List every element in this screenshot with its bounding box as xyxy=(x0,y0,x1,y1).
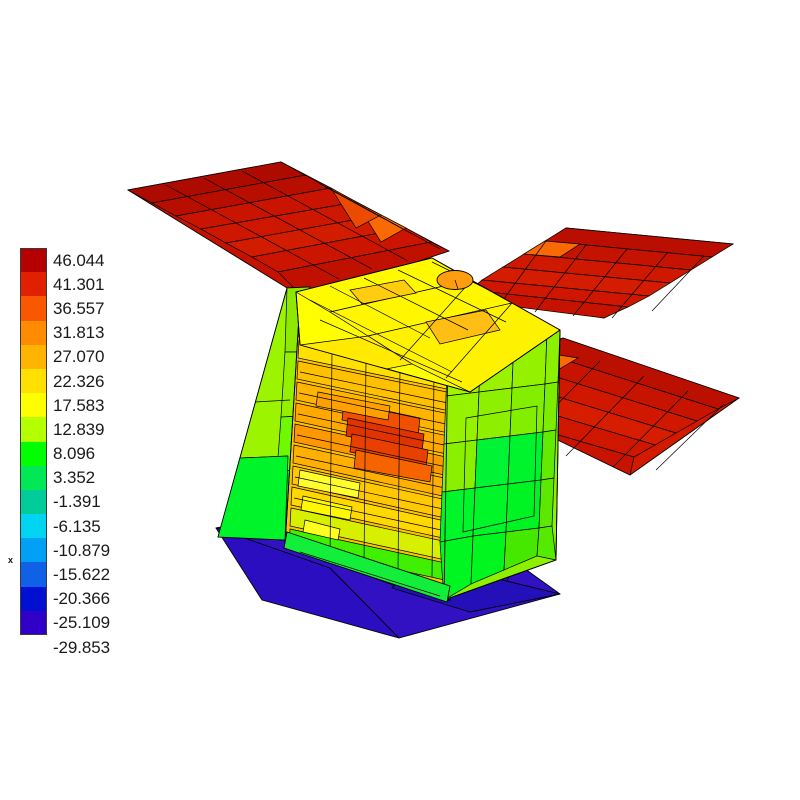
legend-swatch xyxy=(20,610,47,635)
legend-label: -6.135 xyxy=(53,516,101,536)
legend-label: 41.301 xyxy=(53,274,105,294)
legend-row: 36.557 xyxy=(20,296,132,321)
legend-row: 17.583 xyxy=(20,393,132,418)
side-panel-right xyxy=(439,329,561,601)
legend-label: -10.879 xyxy=(53,540,110,560)
legend-label: -1.391 xyxy=(53,492,101,512)
legend-swatch xyxy=(20,538,47,563)
legend-label: -29.853 xyxy=(53,637,110,657)
legend-swatch xyxy=(20,248,47,273)
legend-label: -20.366 xyxy=(53,589,110,609)
body-bottom-lip xyxy=(283,531,451,603)
legend-row: -10.879 xyxy=(20,538,132,563)
legend-swatch xyxy=(20,586,47,611)
legend-row: 3.352 xyxy=(20,465,132,490)
legend-row: -25.109 xyxy=(20,610,132,635)
legend-swatch xyxy=(20,417,47,442)
solar-panel-right-far xyxy=(469,227,735,319)
solar-panel-left xyxy=(126,161,450,300)
legend-label: -15.622 xyxy=(53,565,110,585)
legend-row: -6.135 xyxy=(20,514,132,539)
legend-row: 46.044 xyxy=(20,248,132,273)
legend-swatch xyxy=(20,465,47,490)
legend-label: 22.326 xyxy=(53,371,105,391)
legend-swatch xyxy=(20,272,47,297)
legend-row: 27.070 xyxy=(20,344,132,369)
legend-swatch xyxy=(20,489,47,515)
legend-row: 8.096 xyxy=(20,441,132,466)
legend-row: -20.366 xyxy=(20,586,132,611)
legend-swatch xyxy=(20,393,47,418)
legend-label: 46.044 xyxy=(53,250,105,270)
legend-swatch xyxy=(20,296,47,321)
legend-row: 12.839 xyxy=(20,417,132,442)
legend-row: 22.326 xyxy=(20,368,132,394)
legend-swatch xyxy=(20,344,47,369)
legend-label: 3.352 xyxy=(53,468,96,488)
color-legend[interactable]: 46.044 41.301 36.557 31.813 27.070 22.32… xyxy=(20,248,132,659)
legend-row: 31.813 xyxy=(20,320,132,345)
legend-label: 17.583 xyxy=(53,395,105,415)
legend-label: 12.839 xyxy=(53,419,105,439)
axis-x-label: x xyxy=(8,555,14,565)
legend-swatch xyxy=(20,368,47,394)
legend-label: 8.096 xyxy=(53,444,96,464)
legend-label: -25.109 xyxy=(53,613,110,633)
legend-swatch xyxy=(20,320,47,345)
legend-swatch xyxy=(20,514,47,539)
thruster-nozzle xyxy=(436,270,474,290)
legend-label: 36.557 xyxy=(53,298,105,318)
legend-swatch xyxy=(20,562,47,587)
legend-row: -1.391 xyxy=(20,489,132,515)
legend-row: -15.622 xyxy=(20,562,132,587)
legend-swatch xyxy=(20,441,47,466)
legend-row: -29.853 xyxy=(20,635,132,659)
legend-row: 41.301 xyxy=(20,272,132,297)
legend-label: 27.070 xyxy=(53,347,105,367)
legend-label: 31.813 xyxy=(53,323,105,343)
